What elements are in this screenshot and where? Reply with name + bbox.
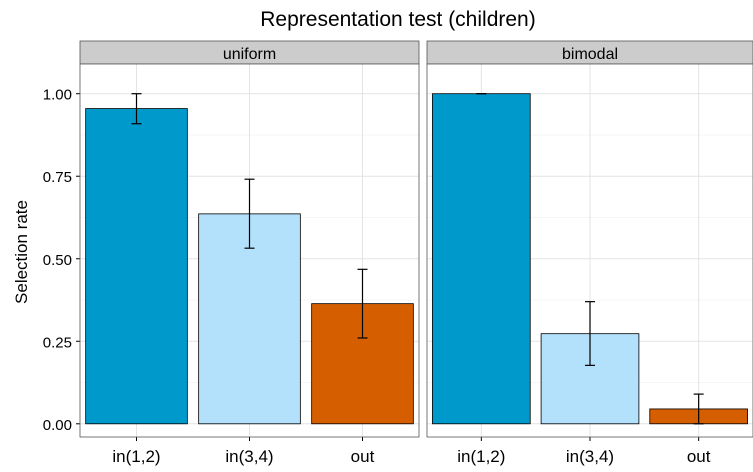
bar-uniform-1 — [198, 213, 301, 425]
facet-panel-uniform: uniform in(1,2) in(3,4) out — [79, 40, 420, 466]
bar-bimodal-0 — [432, 93, 531, 425]
error-bar — [357, 268, 368, 339]
y-tick-label: 0.25 — [43, 334, 72, 351]
error-bar — [585, 301, 595, 366]
x-tick-label: in(1,2) — [112, 447, 160, 466]
panel-border — [426, 63, 753, 438]
facet-strip-label: uniform — [223, 46, 276, 63]
x-tick-label: out — [351, 447, 375, 466]
facet-panels: uniform in(1,2) in(3,4) out bimodal in(1,2) in… — [79, 40, 753, 466]
y-tick-label: 0.50 — [43, 252, 72, 269]
bar-uniform-0 — [85, 108, 188, 425]
facet-panel-bimodal: bimodal in(1,2) in(3,4) out — [426, 40, 753, 466]
facet-strip-label: bimodal — [562, 46, 618, 63]
x-tick-label: out — [687, 447, 711, 466]
y-tick-label: 0.75 — [43, 169, 72, 186]
x-tick-label: in(3,4) — [566, 447, 614, 466]
y-tick-label: 1.00 — [43, 87, 72, 104]
x-tick-label: in(3,4) — [225, 447, 273, 466]
error-bar — [693, 393, 704, 425]
error-bar — [244, 178, 255, 249]
chart-title: Representation test (children) — [260, 8, 535, 31]
error-bar — [131, 93, 142, 125]
y-axis-label: Selection rate — [12, 200, 31, 304]
panel-border — [79, 63, 420, 438]
x-tick-label: in(1,2) — [457, 447, 505, 466]
y-tick-label: 0.00 — [43, 417, 72, 434]
y-axis-ticks: 0.00 0.25 0.50 0.75 1.00 — [43, 87, 80, 434]
